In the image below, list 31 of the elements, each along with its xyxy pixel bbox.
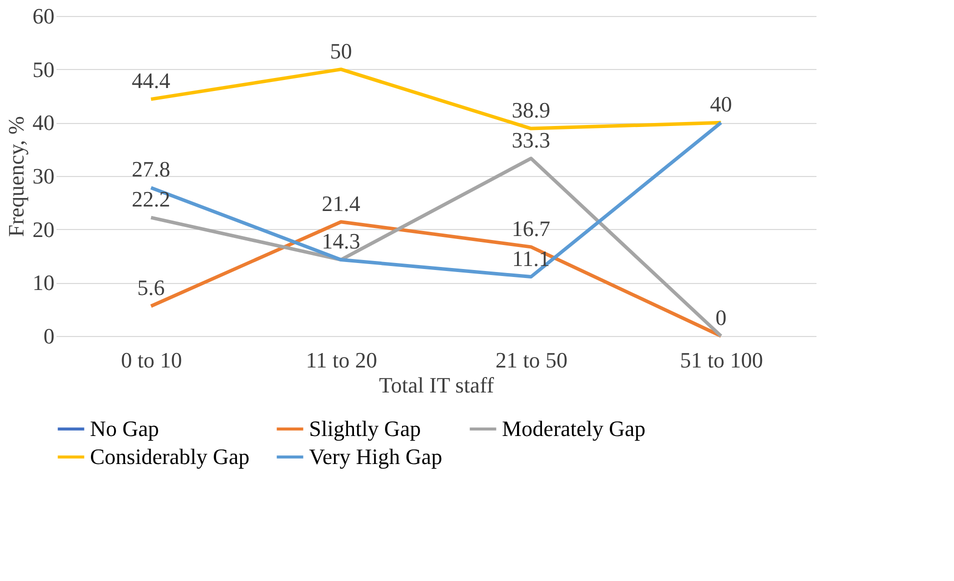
x-tick-label: 21 to 50 bbox=[495, 348, 568, 372]
data-label: 27.8 bbox=[132, 156, 170, 182]
y-axis-title: Frequency, % bbox=[4, 116, 28, 237]
data-label: 11.1 bbox=[512, 246, 550, 271]
data-label: 5.6 bbox=[137, 275, 165, 300]
legend-label: No Gap bbox=[90, 416, 160, 441]
y-tick-label: 60 bbox=[32, 4, 54, 28]
y-tick-label: 0 bbox=[44, 324, 54, 348]
data-label: 50 bbox=[330, 38, 352, 64]
data-label: 0 bbox=[716, 305, 726, 330]
data-label: 16.7 bbox=[512, 216, 550, 241]
y-tick-label: 50 bbox=[32, 56, 54, 82]
y-tick-label: 10 bbox=[32, 270, 54, 296]
data-label: 44.4 bbox=[132, 68, 170, 94]
data-label: 33.3 bbox=[512, 127, 550, 152]
y-tick-label: 30 bbox=[32, 164, 54, 188]
data-label: 14.3 bbox=[322, 228, 360, 254]
x-axis-title: Total IT staff bbox=[379, 372, 495, 398]
data-label: 40 bbox=[710, 92, 732, 117]
y-tick-label: 40 bbox=[32, 110, 54, 136]
x-tick-label: 11 to 20 bbox=[306, 348, 378, 372]
data-label: 22.2 bbox=[132, 186, 170, 212]
legend-label: Considerably Gap bbox=[90, 444, 250, 469]
data-label: 38.9 bbox=[512, 98, 550, 123]
legend-label: Slightly Gap bbox=[309, 416, 421, 441]
legend-label: Moderately Gap bbox=[502, 416, 646, 441]
data-label: 21.4 bbox=[322, 190, 360, 216]
x-tick-label: 51 to 100 bbox=[680, 348, 764, 372]
legend-label: Very High Gap bbox=[309, 444, 442, 469]
y-tick-label: 20 bbox=[32, 216, 54, 242]
x-tick-label: 0 to 10 bbox=[120, 348, 182, 372]
